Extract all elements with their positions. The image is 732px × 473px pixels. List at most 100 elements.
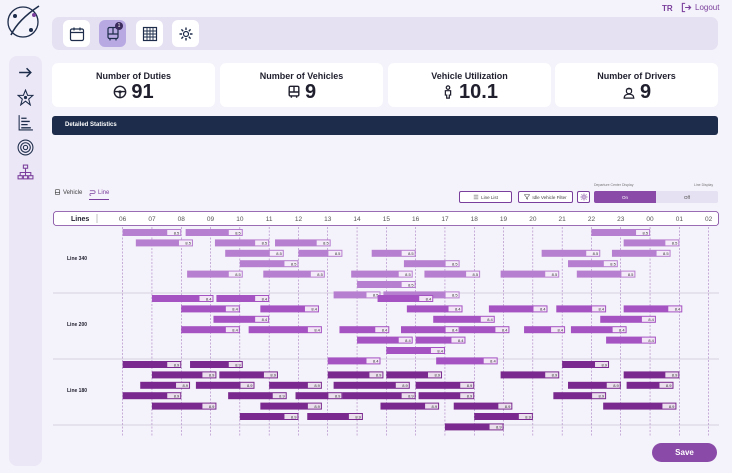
duty-label-bg bbox=[480, 316, 494, 322]
duty-bar bbox=[380, 402, 440, 410]
duty-bar-label: 8.4 bbox=[232, 328, 238, 333]
toggle-on[interactable]: On bbox=[594, 191, 656, 203]
duty-label-bg bbox=[665, 372, 679, 378]
duty-bar bbox=[500, 371, 560, 379]
duty-bar-label: 8.9 bbox=[601, 362, 607, 367]
logout-button[interactable]: Logout bbox=[681, 2, 719, 13]
duty-label-bg bbox=[167, 393, 181, 399]
duty-bar-label: 8.4 bbox=[232, 307, 238, 312]
duty-label-bg bbox=[401, 282, 415, 287]
arrow-right-icon[interactable] bbox=[15, 62, 35, 82]
duty-label-bg bbox=[533, 306, 547, 312]
duty-label-bg bbox=[366, 292, 380, 298]
detailed-statistics-header[interactable]: Detailed Statistics bbox=[52, 116, 718, 135]
duty-label-bg bbox=[668, 306, 682, 312]
duty-bar-label: 8.9 bbox=[314, 404, 320, 409]
display-toggle[interactable]: On Off bbox=[594, 191, 718, 203]
duty-label-bg bbox=[375, 327, 389, 333]
duty-bar-label: 8.5 bbox=[405, 272, 411, 277]
duty-bar bbox=[424, 270, 481, 278]
duty-bar bbox=[263, 270, 325, 278]
duty-bar-label: 8.9 bbox=[496, 425, 502, 430]
language-switch[interactable]: TR bbox=[662, 4, 673, 13]
hour-tick-label: 15 bbox=[383, 216, 391, 223]
stat-title: Number of Duties bbox=[95, 71, 171, 81]
tab-line[interactable]: Line bbox=[89, 189, 110, 200]
save-button[interactable]: Save bbox=[652, 443, 717, 462]
duty-bar bbox=[357, 336, 413, 344]
display-settings-button[interactable] bbox=[577, 191, 590, 203]
duty-bar-label: 8.4 bbox=[452, 328, 458, 333]
settings-button[interactable] bbox=[172, 20, 199, 47]
duty-bar bbox=[151, 295, 214, 302]
grid-button[interactable] bbox=[136, 20, 163, 47]
duty-bar bbox=[239, 413, 299, 420]
duty-label-bg bbox=[445, 327, 459, 333]
logout-label: Logout bbox=[695, 3, 720, 12]
duty-label-bg bbox=[595, 362, 609, 367]
hour-tick-label: 22 bbox=[588, 216, 596, 223]
duty-label-bg bbox=[178, 240, 192, 246]
gear-icon bbox=[580, 193, 587, 201]
stat-value: 10.1 bbox=[459, 81, 498, 103]
duty-label-bg bbox=[592, 306, 606, 312]
stat-value: 9 bbox=[639, 81, 652, 103]
duty-bar bbox=[591, 229, 651, 236]
duty-label-bg bbox=[167, 362, 181, 367]
duty-bar-label: 8.4 bbox=[540, 307, 546, 312]
duty-bar-label: 8.9 bbox=[525, 414, 531, 419]
line-list-button[interactable]: Line List bbox=[459, 191, 512, 203]
target-icon[interactable] bbox=[15, 137, 35, 157]
duty-bar-label: 8.9 bbox=[669, 404, 675, 409]
duty-bar-label: 8.5 bbox=[642, 230, 648, 235]
duty-bar bbox=[611, 249, 671, 257]
duty-bar bbox=[216, 295, 270, 302]
duty-bar-label: 8.9 bbox=[408, 394, 414, 399]
duty-bar-label: 8.5 bbox=[408, 282, 414, 287]
duty-label-bg bbox=[269, 250, 283, 256]
duty-bar bbox=[626, 381, 674, 389]
duty-bar-label: 8.9 bbox=[376, 373, 382, 378]
idle-vehicle-filter-button[interactable]: Idle Vehicle Filter bbox=[518, 191, 573, 203]
duty-label-bg bbox=[460, 393, 474, 399]
bus-button[interactable]: 1 bbox=[99, 20, 126, 47]
duty-label-bg bbox=[202, 372, 216, 378]
duty-bar-label: 8.4 bbox=[382, 328, 388, 333]
hierarchy-icon[interactable] bbox=[15, 162, 35, 182]
duty-bar-label: 8.9 bbox=[599, 394, 605, 399]
duty-bar bbox=[248, 326, 322, 334]
duty-bar-label: 8.5 bbox=[185, 241, 191, 246]
duty-bar bbox=[181, 305, 240, 313]
duty-label-bg bbox=[176, 382, 190, 388]
duty-bar-label: 8.4 bbox=[558, 328, 564, 333]
duty-label-bg bbox=[228, 230, 242, 235]
toggle-off[interactable]: Off bbox=[656, 191, 718, 203]
hour-tick-label: 01 bbox=[676, 216, 684, 223]
duty-bar bbox=[151, 402, 217, 410]
duty-bar bbox=[556, 305, 607, 313]
duty-label-bg bbox=[307, 403, 321, 409]
tab-vehicle[interactable]: Vehicle bbox=[54, 189, 82, 196]
filter-icon bbox=[524, 194, 531, 200]
duty-label-bg bbox=[641, 337, 655, 343]
duty-bar bbox=[418, 392, 475, 400]
duty-bar-label: 8.9 bbox=[279, 394, 285, 399]
duty-bar bbox=[181, 326, 240, 334]
list-bars-icon[interactable] bbox=[15, 112, 35, 132]
stat-card-drivers: Number of Drivers 9 bbox=[555, 63, 718, 107]
duty-bar bbox=[195, 381, 255, 389]
calendar-button[interactable] bbox=[63, 20, 90, 47]
duty-bar bbox=[406, 305, 463, 313]
duty-bar bbox=[603, 402, 677, 410]
duty-label-bg bbox=[451, 337, 465, 343]
hour-tick-label: 12 bbox=[295, 216, 303, 223]
duty-bar bbox=[453, 402, 513, 410]
network-star-icon[interactable] bbox=[15, 87, 35, 107]
duty-label-bg bbox=[369, 372, 383, 378]
duty-bar-label: 8.5 bbox=[291, 262, 297, 267]
duty-bar bbox=[383, 291, 460, 299]
hour-tick-label: 17 bbox=[441, 216, 449, 223]
hour-tick-label: 18 bbox=[471, 216, 479, 223]
duty-bar-label: 8.5 bbox=[335, 251, 341, 256]
line-list-label: Line List bbox=[481, 194, 498, 200]
